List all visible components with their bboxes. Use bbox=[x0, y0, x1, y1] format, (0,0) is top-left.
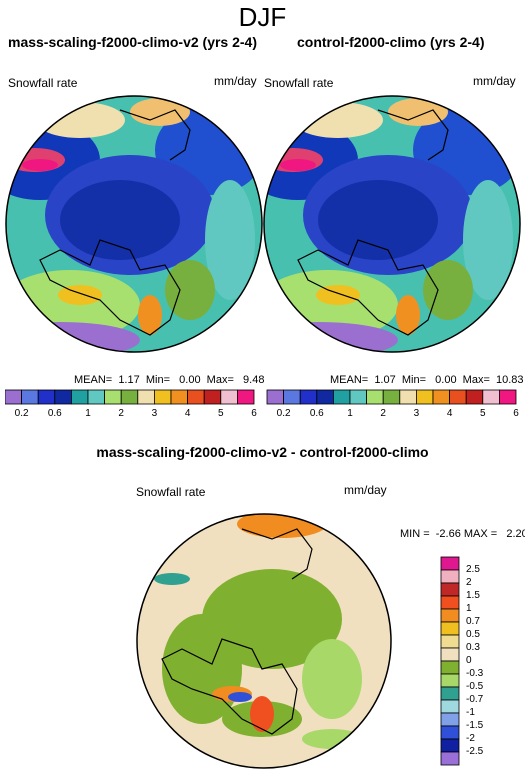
diff-colorbar-label: -2.5 bbox=[466, 746, 484, 757]
colorbar-label: 3 bbox=[413, 408, 420, 419]
diff-colorbar-label: -1.5 bbox=[466, 720, 484, 731]
diff-colorbar-swatch bbox=[440, 725, 460, 740]
panel2-map bbox=[264, 96, 520, 352]
colorbar-swatch bbox=[432, 389, 451, 405]
diff-map bbox=[136, 513, 392, 769]
diff-colorbar-swatch bbox=[440, 673, 460, 688]
colorbar-label: 4 bbox=[446, 408, 453, 419]
diff-colorbar-swatch bbox=[440, 582, 460, 597]
diff-colorbar-swatch bbox=[440, 699, 460, 714]
diff-colorbar-label: 1.5 bbox=[466, 590, 480, 601]
colorbar-swatch bbox=[283, 389, 301, 405]
diff-colorbar-label: -1 bbox=[466, 707, 475, 718]
colorbar-swatch bbox=[415, 389, 434, 405]
panel2-units: mm/day bbox=[473, 74, 516, 88]
diff-colorbar-swatch bbox=[440, 621, 460, 636]
diff-colorbar-label: 0.5 bbox=[466, 629, 480, 640]
diff-colorbar-swatch bbox=[440, 569, 460, 584]
colorbar-swatch bbox=[137, 389, 155, 405]
panel1-title: mass-scaling-f2000-climo-v2 (yrs 2-4) bbox=[8, 34, 257, 50]
top-colorbars bbox=[5, 389, 517, 405]
panel2-stats: MEAN= 1.07 Min= 0.00 Max= 10.83 bbox=[330, 374, 524, 386]
colorbar-swatch bbox=[220, 389, 238, 405]
colorbar-swatch bbox=[349, 389, 368, 405]
diff-colorbar-swatch bbox=[440, 647, 460, 662]
colorbar-swatch bbox=[187, 389, 205, 405]
colorbar-label: 6 bbox=[251, 408, 257, 419]
colorbar-swatch bbox=[498, 389, 517, 405]
colorbar-swatch bbox=[153, 389, 172, 405]
panel2-colorbar bbox=[266, 389, 517, 405]
panel2-title: control-f2000-climo (yrs 2-4) bbox=[297, 34, 485, 50]
diff-variable: Snowfall rate bbox=[136, 485, 206, 499]
colorbar-swatch bbox=[21, 389, 39, 405]
colorbar-swatch bbox=[54, 389, 72, 405]
colorbar-label: 3 bbox=[151, 408, 158, 419]
diff-colorbar-label: -0.5 bbox=[466, 681, 484, 692]
colorbar-swatch bbox=[266, 389, 285, 405]
top-maps bbox=[5, 95, 521, 353]
diff-colorbar-label: -0.7 bbox=[466, 694, 484, 705]
panel1-variable: Snowfall rate bbox=[8, 76, 78, 90]
colorbar-label: 5 bbox=[218, 408, 224, 419]
colorbar-swatch bbox=[382, 389, 401, 405]
colorbar-swatch bbox=[482, 389, 500, 405]
season-title: DJF bbox=[238, 2, 287, 32]
colorbar-label: 2 bbox=[118, 408, 124, 419]
colorbar-swatch bbox=[236, 389, 255, 405]
diff-colorbar-label: 0.3 bbox=[466, 642, 480, 653]
panel1-colorbar bbox=[5, 389, 255, 405]
diff-colorbar-label: 1 bbox=[466, 603, 472, 614]
colorbar-swatch bbox=[203, 389, 222, 405]
diff-colorbar-swatch bbox=[440, 608, 460, 623]
panel1-units: mm/day bbox=[214, 74, 257, 88]
diff-colorbar-label: 2.5 bbox=[466, 564, 480, 575]
diff-colorbar bbox=[440, 556, 460, 766]
diff-colorbar-label: 0 bbox=[466, 655, 472, 666]
colorbar-swatch bbox=[332, 389, 351, 405]
diff-title: mass-scaling-f2000-climo-v2 - control-f2… bbox=[96, 444, 429, 460]
colorbar-swatch bbox=[170, 389, 189, 405]
panel1-map bbox=[6, 96, 262, 352]
colorbar-label: 0.2 bbox=[276, 408, 291, 419]
colorbar-swatch bbox=[449, 389, 467, 405]
colorbar-label: 1 bbox=[85, 408, 91, 419]
diff-colorbar-label: -0.3 bbox=[466, 668, 484, 679]
colorbar-swatch bbox=[465, 389, 484, 405]
colorbar-label: 4 bbox=[184, 408, 191, 419]
colorbar-swatch bbox=[71, 389, 89, 405]
diff-colorbar-swatch bbox=[440, 738, 460, 753]
colorbar-swatch bbox=[104, 389, 122, 405]
colorbar-label: 0.6 bbox=[309, 408, 324, 419]
colorbar-label: 2 bbox=[380, 408, 386, 419]
colorbar-swatch bbox=[37, 389, 56, 405]
colorbar-swatch bbox=[399, 389, 417, 405]
colorbar-swatch bbox=[299, 389, 318, 405]
diff-colorbar-label: -2 bbox=[466, 733, 475, 744]
colorbar-label: 0.2 bbox=[14, 408, 29, 419]
diff-colorbar-swatch bbox=[440, 595, 460, 610]
colorbar-label: 0.6 bbox=[47, 408, 62, 419]
diff-units: mm/day bbox=[344, 483, 387, 497]
diff-colorbar-swatch bbox=[440, 686, 460, 701]
diff-colorbar-swatch bbox=[440, 712, 460, 727]
diff-colorbar-swatch bbox=[440, 660, 460, 675]
colorbar-swatch bbox=[120, 389, 139, 405]
colorbar-swatch bbox=[316, 389, 334, 405]
diff-colorbar-swatch bbox=[440, 556, 460, 571]
diff-stats: MIN = -2.66 MAX = 2.20 bbox=[400, 528, 525, 540]
panel2-variable: Snowfall rate bbox=[264, 76, 334, 90]
colorbar-swatch bbox=[366, 389, 384, 405]
diff-colorbar-swatch bbox=[440, 634, 460, 649]
panel1-stats: MEAN= 1.17 Min= 0.00 Max= 9.48 bbox=[74, 374, 265, 386]
colorbar-swatch bbox=[5, 389, 23, 405]
diff-colorbar-label: 0.7 bbox=[466, 616, 480, 627]
colorbar-label: 1 bbox=[347, 408, 353, 419]
colorbar-label: 5 bbox=[480, 408, 486, 419]
diff-colorbar-swatch bbox=[440, 751, 460, 766]
colorbar-label: 6 bbox=[513, 408, 519, 419]
diff-colorbar-label: 2 bbox=[466, 577, 472, 588]
colorbar-swatch bbox=[87, 389, 106, 405]
